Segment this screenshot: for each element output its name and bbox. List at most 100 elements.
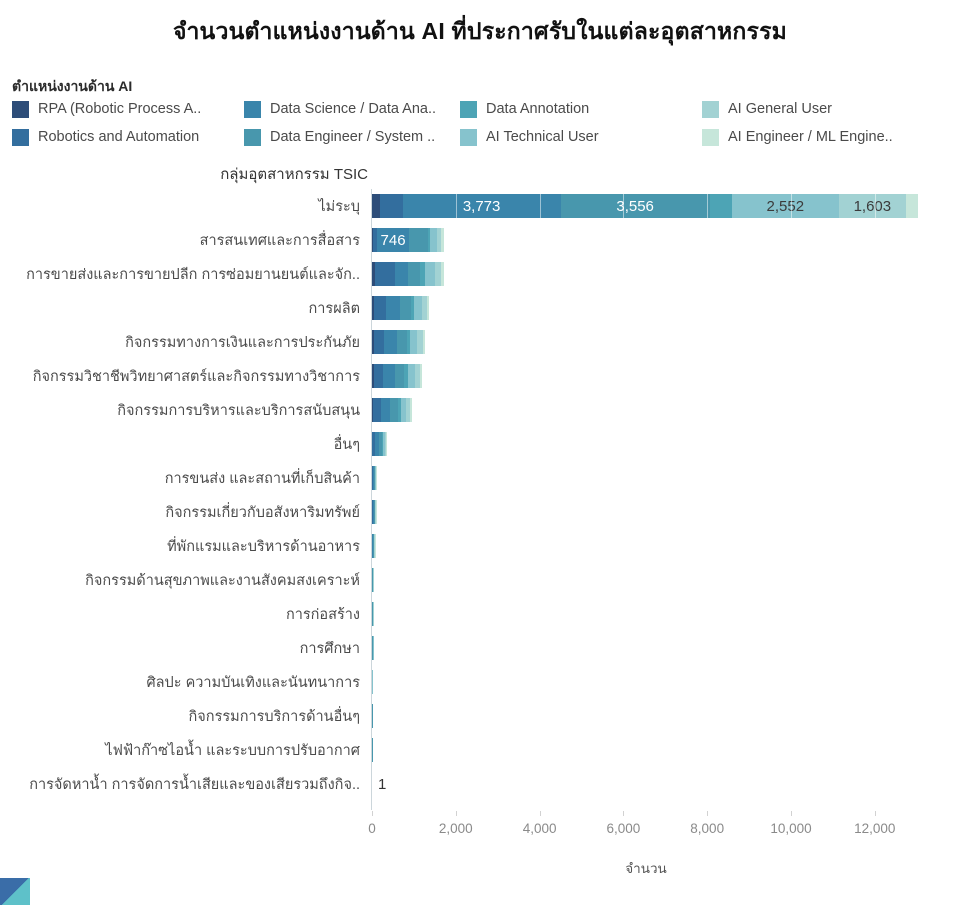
bar-segment[interactable] xyxy=(436,228,441,252)
bar-segment[interactable] xyxy=(440,228,445,252)
bar-segment[interactable] xyxy=(385,432,387,456)
bar-segment[interactable] xyxy=(372,500,373,524)
bar-segment[interactable] xyxy=(406,398,411,422)
bar-segment[interactable] xyxy=(407,364,415,388)
bar-segment[interactable] xyxy=(410,330,418,354)
bar-segment[interactable] xyxy=(709,194,732,218)
x-axis-title: จำนวน xyxy=(625,861,667,876)
bar-segment[interactable] xyxy=(373,500,375,524)
bar-segment[interactable] xyxy=(430,228,437,252)
bar-segment[interactable] xyxy=(905,194,919,218)
bar-track xyxy=(372,296,960,320)
bar-segment[interactable] xyxy=(373,364,383,388)
bar-segment[interactable] xyxy=(379,194,403,218)
bar-segment[interactable] xyxy=(384,330,397,354)
bar-segment[interactable] xyxy=(381,432,383,456)
bar-segment[interactable] xyxy=(420,262,426,286)
bar-track: 746 xyxy=(372,228,960,252)
bar-segment[interactable] xyxy=(374,432,379,456)
legend-item[interactable]: Data Science / Data Ana.. xyxy=(244,97,460,121)
bar-segment[interactable]: 3,556 xyxy=(560,194,710,218)
bar-segment[interactable] xyxy=(414,296,422,320)
bar-segment[interactable] xyxy=(373,398,381,422)
bar-segment[interactable] xyxy=(375,466,376,490)
category-label: กิจกรรมทางการเงินและการประกันภัย xyxy=(125,334,360,351)
bar-track xyxy=(372,398,960,422)
bar-segment[interactable] xyxy=(410,398,413,422)
bar-segment[interactable] xyxy=(406,330,411,354)
bar-segment[interactable] xyxy=(372,296,375,320)
bar-segment[interactable] xyxy=(417,330,423,354)
category-label: การก่อสร้าง xyxy=(285,606,360,623)
bar-segment[interactable] xyxy=(374,466,375,490)
category-label: กิจกรรมการบริการด้านอื่นๆ xyxy=(188,708,360,725)
bar-segment[interactable] xyxy=(372,432,375,456)
bar-segment[interactable] xyxy=(426,296,430,320)
bar-track xyxy=(372,500,960,524)
legend-swatch-icon xyxy=(702,128,719,146)
bar-segment[interactable] xyxy=(374,262,395,286)
bar-segment[interactable] xyxy=(394,364,405,388)
bar-segment[interactable] xyxy=(372,500,374,524)
bar-segment[interactable] xyxy=(397,398,401,422)
bar-segment[interactable] xyxy=(372,330,374,354)
bar-segment[interactable] xyxy=(373,534,374,558)
bar-segment[interactable] xyxy=(372,262,375,286)
legend: RPA (Robotic Process A.. Robotics and Aut… xyxy=(12,97,952,149)
bar-segment[interactable] xyxy=(441,262,445,286)
bar-segment[interactable] xyxy=(396,330,407,354)
legend-item[interactable]: Data Engineer / System .. xyxy=(244,125,460,149)
bar-segment[interactable] xyxy=(390,398,398,422)
bar-segment[interactable] xyxy=(372,466,375,490)
bar-segment[interactable] xyxy=(378,432,382,456)
legend-item[interactable]: Robotics and Automation xyxy=(12,125,244,149)
bar-segment[interactable] xyxy=(382,364,395,388)
chart-title: จำนวนตำแหน่งงานด้าน AI ที่ประกาศรับในแต่… xyxy=(172,18,788,44)
legend-item[interactable]: Data Annotation xyxy=(460,97,702,121)
bar-segment[interactable] xyxy=(427,228,431,252)
category-label: อื่นๆ xyxy=(333,436,360,453)
bar-segment[interactable] xyxy=(373,228,378,252)
bar-segment[interactable] xyxy=(422,330,426,354)
bar-segment[interactable] xyxy=(384,432,386,456)
bar-segment[interactable] xyxy=(385,296,400,320)
legend-title: ตำแหน่งงานด้าน AI xyxy=(12,78,133,94)
x-tick-mark xyxy=(623,811,625,816)
bar-segment[interactable]: 3,773 xyxy=(402,194,561,218)
bar-segment[interactable]: 746 xyxy=(377,228,409,252)
gridline xyxy=(874,189,876,810)
bar-segment[interactable] xyxy=(372,194,380,218)
legend-item[interactable]: AI Engineer / ML Engine.. xyxy=(702,125,952,149)
bar-segment[interactable] xyxy=(394,262,409,286)
bar-segment[interactable] xyxy=(408,262,421,286)
bar-segment[interactable] xyxy=(374,296,386,320)
bar-segment[interactable] xyxy=(380,398,391,422)
bar-segment[interactable] xyxy=(419,364,423,388)
bar-segment[interactable] xyxy=(372,228,374,252)
bar-segment[interactable]: 1,603 xyxy=(838,194,906,218)
bar-segment[interactable] xyxy=(434,262,442,286)
bar-segment[interactable] xyxy=(408,228,428,252)
legend-item[interactable]: AI General User xyxy=(702,97,952,121)
bar-segment[interactable] xyxy=(404,364,408,388)
bar-track xyxy=(372,364,960,388)
bar-segment[interactable] xyxy=(372,398,374,422)
bar-segment[interactable] xyxy=(373,330,385,354)
legend-swatch-icon xyxy=(244,100,261,118)
bar-segment[interactable] xyxy=(425,262,435,286)
bar-segment[interactable]: 2,552 xyxy=(731,194,839,218)
chart-row: ไฟฟ้าก๊าซไอน้ำ และระบบการปรับอากาศ xyxy=(0,733,960,767)
category-label: ศิลปะ ความบันเทิงและนันทนาการ xyxy=(146,674,360,691)
bar-segment[interactable] xyxy=(400,398,407,422)
bar-segment[interactable] xyxy=(372,534,374,558)
category-label: การขนส่ง และสถานที่เก็บสินค้า xyxy=(164,470,360,487)
bar-segment[interactable] xyxy=(399,296,411,320)
bar-segment[interactable] xyxy=(414,364,420,388)
bar-segment[interactable] xyxy=(382,432,385,456)
legend-item[interactable]: AI Technical User xyxy=(460,125,702,149)
bar-segment[interactable] xyxy=(372,364,374,388)
bar-segment[interactable] xyxy=(372,466,373,490)
bar-segment[interactable] xyxy=(410,296,415,320)
bar-segment[interactable] xyxy=(421,296,427,320)
legend-item[interactable]: RPA (Robotic Process A.. xyxy=(12,97,244,121)
